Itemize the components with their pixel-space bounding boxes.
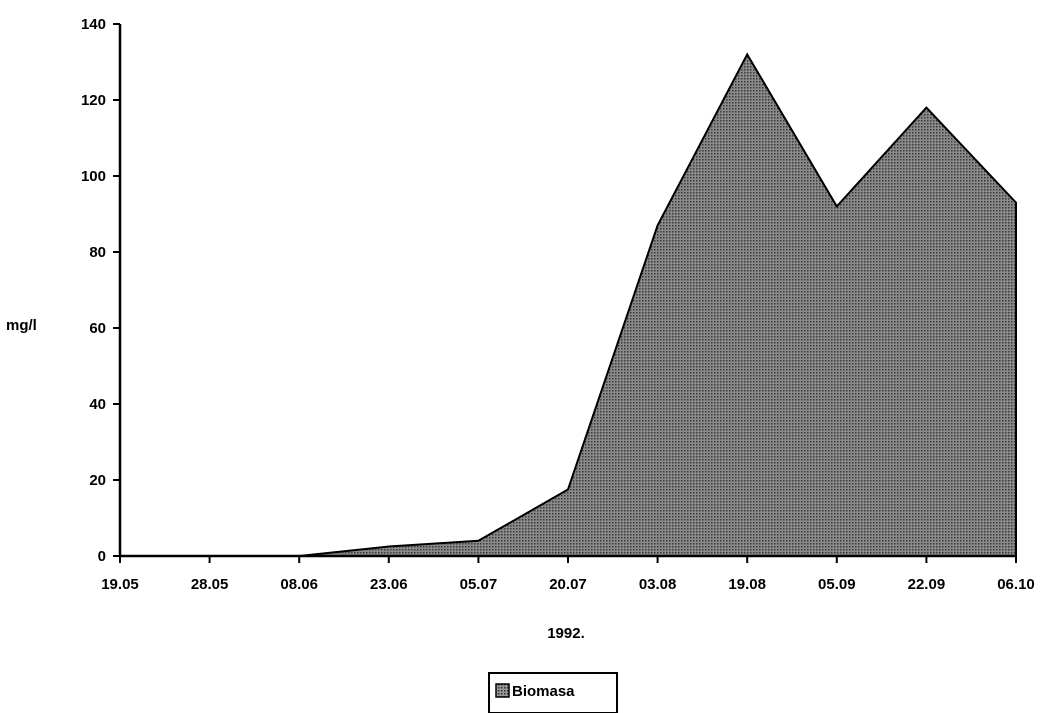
x-tick-label-05.09: 05.09 [818, 576, 856, 593]
x-tick-label-28.05: 28.05 [191, 576, 229, 593]
x-axis-label: 1992. [547, 625, 585, 642]
y-tick-label-20: 20 [89, 472, 106, 489]
x-tick-label-03.08: 03.08 [639, 576, 677, 593]
x-tick-label-08.06: 08.06 [280, 576, 318, 593]
axes-layer [113, 23, 1017, 563]
x-tick-label-22.09: 22.09 [908, 576, 946, 593]
y-tick-label-40: 40 [89, 396, 106, 413]
legend-box [488, 672, 618, 713]
y-tick-label-100: 100 [81, 168, 106, 185]
legend: Biomasa [488, 672, 618, 713]
y-tick-labels: 0 20 40 60 80 100 120 140 [81, 16, 106, 565]
y-tick-label-80: 80 [89, 244, 106, 261]
y-tick-label-120: 120 [81, 92, 106, 109]
y-tick-label-0: 0 [98, 548, 106, 565]
y-axis-label: mg/l [6, 317, 37, 334]
x-tick-labels: 19.05 28.05 08.06 23.06 05.07 20.07 03.08 19.08… [101, 576, 1035, 593]
y-tick-label-140: 140 [81, 16, 106, 33]
legend-swatch [495, 683, 510, 698]
x-tick-label-19.08: 19.08 [728, 576, 766, 593]
x-tick-label-23.06: 23.06 [370, 576, 408, 593]
x-tick-label-06.10: 06.10 [997, 576, 1035, 593]
legend-label: Biomasa [512, 683, 575, 700]
x-tick-label-19.05: 19.05 [101, 576, 139, 593]
y-tick-label-60: 60 [89, 320, 106, 337]
x-tick-label-05.07: 05.07 [460, 576, 498, 593]
x-tick-label-20.07: 20.07 [549, 576, 587, 593]
area-biomasa [120, 52, 1017, 557]
area-layer [120, 52, 1017, 557]
